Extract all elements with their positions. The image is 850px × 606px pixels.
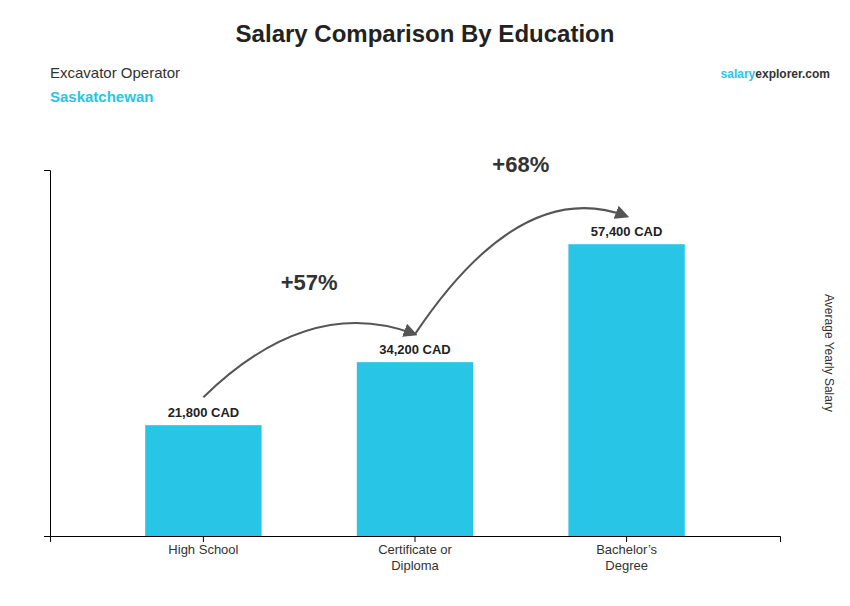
x-tick: High School	[168, 536, 238, 557]
x-tick: Bachelor’sDegree	[596, 536, 657, 573]
x-tick-label-line: Degree	[605, 558, 648, 573]
data-label: 21,800 CAD	[168, 405, 240, 420]
y-axis	[44, 171, 51, 537]
bars	[145, 244, 685, 536]
bar	[145, 425, 261, 536]
x-tick-label: High School	[168, 542, 238, 557]
annotation: +68%	[492, 152, 549, 177]
arrow	[203, 323, 415, 397]
source-part: salary	[721, 67, 756, 81]
subtitle: Saskatchewan	[50, 88, 153, 105]
source: salaryexplorer.com	[721, 67, 830, 81]
x-tick-label-line: Bachelor’s	[596, 542, 657, 557]
data-label: 34,200 CAD	[379, 342, 451, 357]
plot: High School Certificate orDiploma Bachelor…	[44, 152, 781, 573]
x-tick-label-line: Certificate or	[378, 542, 452, 557]
source-part: explorer.com	[755, 67, 830, 81]
x-tick-label: Bachelor’sDegree	[596, 542, 657, 573]
annotation: +57%	[281, 270, 338, 295]
data-labels: 21,800 CAD 34,200 CAD 57,400 CAD	[168, 224, 663, 420]
annotations: +57% +68%	[203, 152, 626, 397]
data-label: 57,400 CAD	[591, 224, 663, 239]
x-tick-mark	[203, 536, 204, 542]
y-axis-line	[44, 171, 51, 537]
y-label: Average Yearly Salary	[822, 294, 836, 412]
bar	[357, 362, 473, 536]
title: Salary Comparison By Education	[236, 20, 615, 47]
x-tick-mark	[415, 536, 416, 542]
x-tick: Certificate orDiploma	[378, 536, 452, 573]
arrow	[415, 208, 627, 334]
x-tick-label-line: Diploma	[391, 558, 439, 573]
chart: Salary Comparison By Education Excavator …	[0, 0, 850, 606]
x-axis: High School Certificate orDiploma Bachelor…	[51, 536, 781, 573]
x-tick-label: Certificate orDiploma	[378, 542, 452, 573]
x-axis-line	[51, 537, 781, 543]
x-tick-mark	[626, 536, 627, 542]
subtitle: Excavator Operator	[50, 64, 180, 81]
bar	[568, 244, 684, 536]
x-tick-label-line: High School	[168, 542, 238, 557]
